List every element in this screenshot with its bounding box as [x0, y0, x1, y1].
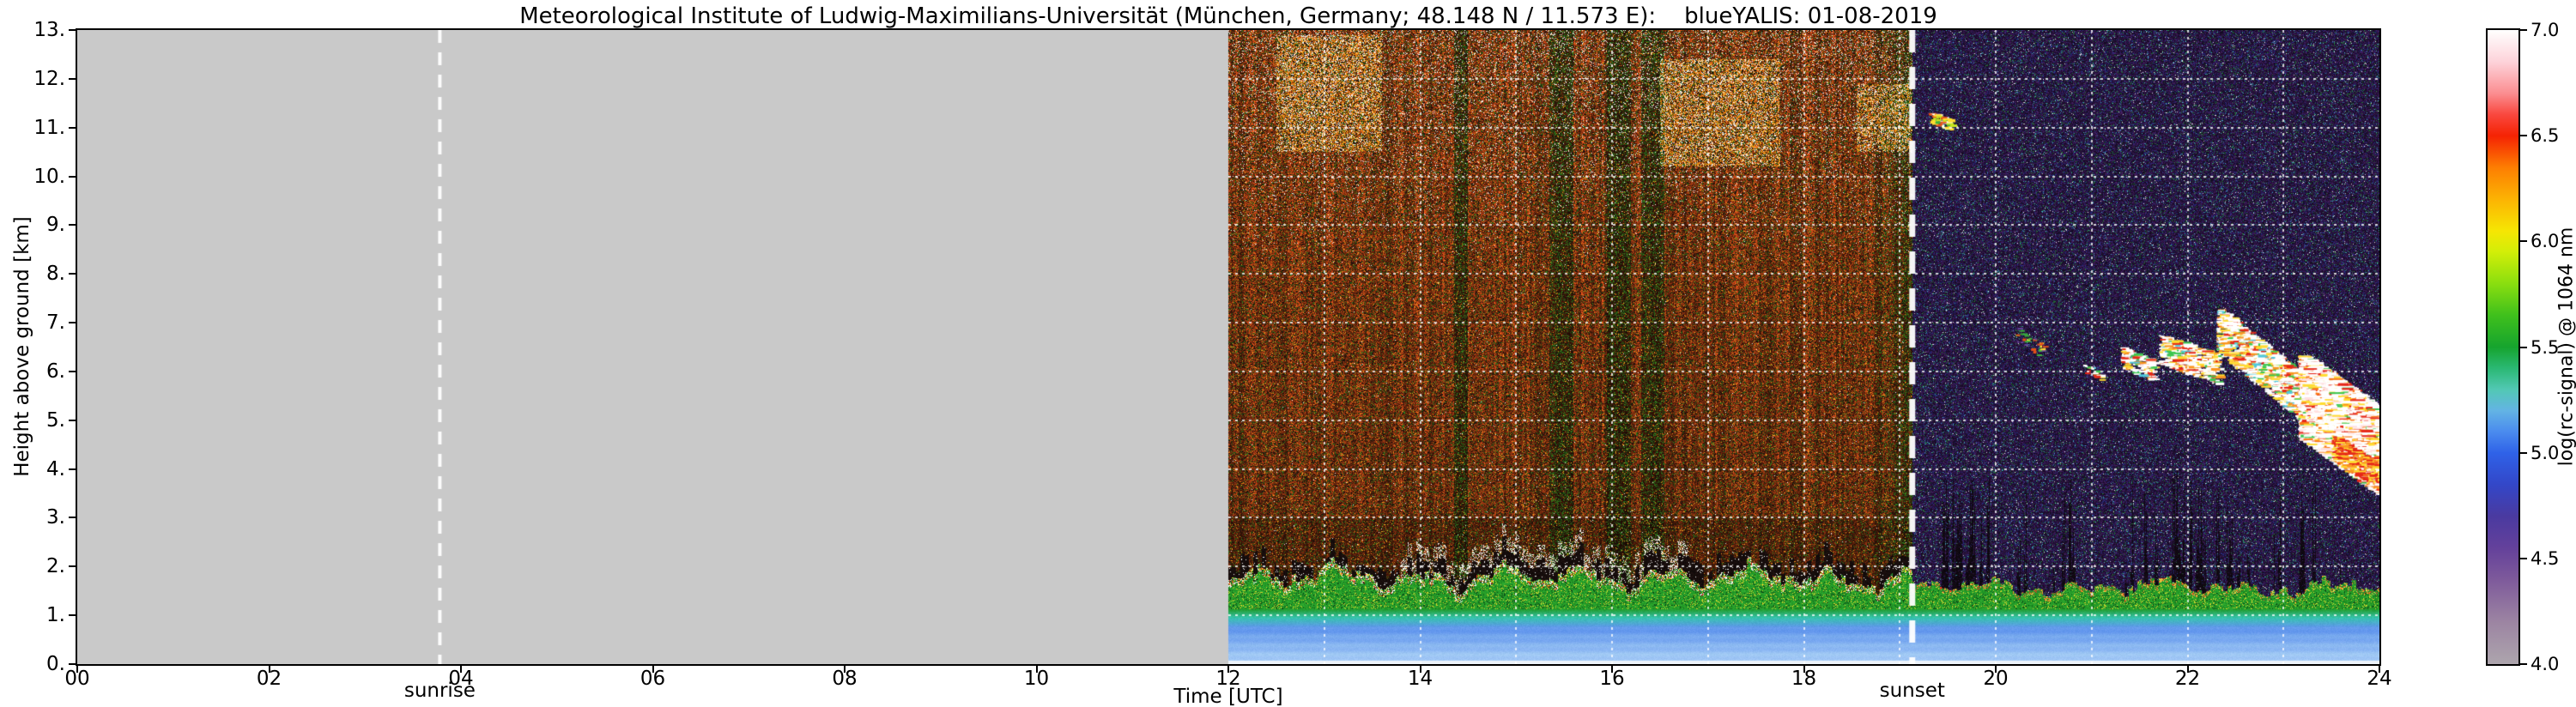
y-tick-mark: [69, 29, 76, 31]
y-tick-label: 0.: [46, 653, 65, 675]
sunrise-annotation: sunrise: [403, 680, 476, 702]
y-tick-mark: [69, 663, 76, 665]
y-tick-label: 5.: [46, 408, 65, 432]
x-tick-label: 16: [1599, 668, 1625, 690]
x-tick-label: 22: [2174, 668, 2201, 690]
x-tick-mark: [844, 666, 846, 673]
y-tick-label: 13.: [33, 19, 65, 41]
colorbar-tick-label: 6.0: [2531, 231, 2560, 252]
y-tick-label: 9.: [46, 214, 65, 237]
y-tick-mark: [69, 175, 76, 178]
colorbar-tick-label: 5.5: [2531, 336, 2560, 358]
colorbar-tick-label: 7.0: [2531, 20, 2560, 40]
x-tick-mark: [1611, 666, 1613, 673]
x-tick-mark: [2186, 666, 2189, 673]
x-tick-label: 12: [1215, 668, 1241, 690]
colorbar-tick-label: 6.5: [2531, 125, 2560, 147]
y-tick-mark: [69, 565, 76, 568]
x-axis-label: Time [UTC]: [1173, 686, 1283, 707]
colorbar-tick-mark: [2520, 29, 2527, 31]
y-tick-mark: [69, 273, 76, 275]
x-tick-mark: [1419, 666, 1421, 673]
heatmap-canvas: [77, 30, 2379, 664]
y-tick-mark: [69, 322, 76, 324]
plot-area: [76, 28, 2381, 666]
y-tick-label: 11.: [33, 116, 65, 139]
x-tick-mark: [1803, 666, 1805, 673]
x-tick-mark: [1995, 666, 1997, 673]
colorbar-tick-mark: [2520, 240, 2527, 243]
colorbar-tick-label: 4.5: [2531, 547, 2560, 569]
x-tick-mark: [652, 666, 654, 673]
x-tick-label: 06: [639, 668, 666, 690]
y-tick-label: 4.: [46, 457, 65, 480]
x-tick-label: 24: [2367, 668, 2392, 690]
x-tick-mark: [460, 666, 462, 673]
colorbar-tick-mark: [2520, 557, 2527, 559]
y-tick-label: 6.: [46, 360, 65, 383]
x-tick-mark: [268, 666, 270, 673]
colorbar-tick-mark: [2520, 135, 2527, 137]
colorbar-gradient: [2488, 30, 2518, 664]
x-tick-label: 10: [1023, 668, 1050, 690]
sunset-annotation: sunset: [1879, 680, 1945, 702]
y-tick-label: 2.: [46, 555, 65, 578]
colorbar-tick-mark: [2520, 663, 2527, 665]
x-tick-label: 04: [448, 668, 474, 690]
y-tick-mark: [69, 419, 76, 421]
x-tick-mark: [1227, 666, 1229, 673]
x-tick-label: 00: [64, 668, 90, 690]
y-tick-label: 7.: [46, 311, 65, 335]
y-tick-mark: [69, 517, 76, 519]
y-tick-label: 1.: [46, 604, 65, 627]
colorbar: [2486, 28, 2520, 666]
x-tick-mark: [76, 666, 78, 673]
colorbar-tick-label: 4.0: [2531, 654, 2560, 674]
y-axis-label: Height above ground [km]: [11, 216, 33, 477]
colorbar-tick-mark: [2520, 451, 2527, 454]
y-tick-mark: [69, 614, 76, 617]
y-tick-mark: [69, 370, 76, 372]
y-tick-label: 3.: [46, 506, 65, 529]
x-tick-label: 18: [1791, 668, 1817, 690]
y-tick-mark: [69, 224, 76, 227]
x-tick-label: 14: [1407, 668, 1433, 690]
x-tick-label: 08: [832, 668, 858, 690]
y-tick-mark: [69, 77, 76, 80]
y-tick-mark: [69, 468, 76, 470]
colorbar-tick-mark: [2520, 346, 2527, 348]
colorbar-tick-label: 5.0: [2531, 442, 2560, 463]
y-tick-mark: [69, 126, 76, 129]
x-tick-mark: [1035, 666, 1038, 673]
x-tick-mark: [2379, 666, 2380, 673]
figure-title: Meteorological Institute of Ludwig-Maxim…: [519, 3, 1937, 29]
y-tick-label: 8.: [46, 263, 65, 286]
y-tick-label: 10.: [33, 165, 65, 188]
x-tick-label: 02: [256, 668, 282, 690]
x-tick-label: 20: [1983, 668, 2009, 690]
y-tick-label: 12.: [33, 67, 65, 90]
